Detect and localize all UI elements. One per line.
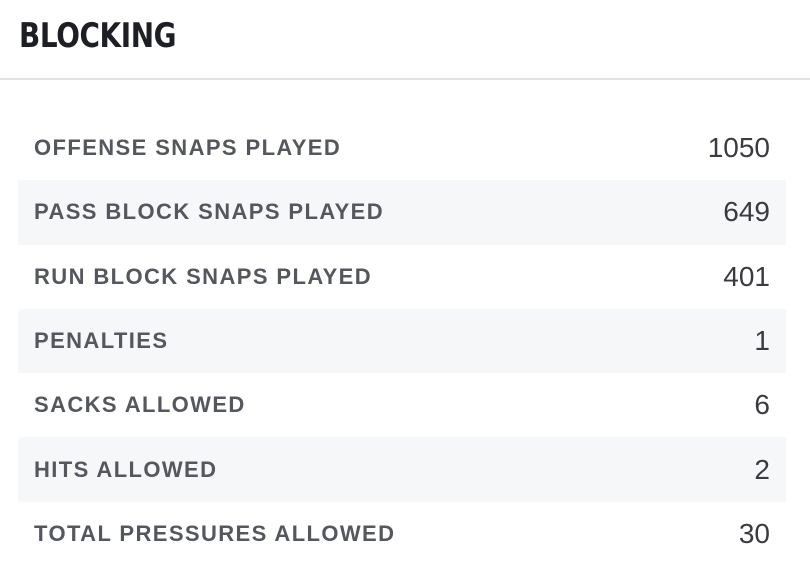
stat-value: 6 — [754, 389, 770, 421]
panel-header: BLOCKING — [0, 0, 810, 80]
stat-value: 649 — [723, 196, 770, 228]
stat-row-hits-allowed: HITS ALLOWED 2 — [18, 437, 786, 502]
stat-label: SACKS ALLOWED — [34, 392, 246, 418]
stat-row-total-pressures-allowed: TOTAL PRESSURES ALLOWED 30 — [18, 502, 786, 566]
stat-value: 1 — [754, 325, 770, 357]
stat-row-offense-snaps-played: OFFENSE SNAPS PLAYED 1050 — [18, 116, 786, 180]
stat-value: 401 — [723, 260, 770, 292]
stat-value: 1050 — [707, 132, 770, 164]
stat-label: PENALTIES — [34, 328, 169, 354]
stat-label: HITS ALLOWED — [34, 456, 218, 482]
stat-label: OFFENSE SNAPS PLAYED — [34, 135, 342, 161]
stat-row-pass-block-snaps-played: PASS BLOCK SNAPS PLAYED 649 — [18, 180, 786, 245]
stat-label: PASS BLOCK SNAPS PLAYED — [34, 199, 385, 225]
stat-row-sacks-allowed: SACKS ALLOWED 6 — [18, 373, 786, 437]
stats-table: OFFENSE SNAPS PLAYED 1050 PASS BLOCK SNA… — [18, 116, 786, 566]
stat-row-run-block-snaps-played: RUN BLOCK SNAPS PLAYED 401 — [18, 245, 786, 309]
stat-label: RUN BLOCK SNAPS PLAYED — [34, 263, 373, 289]
page-title: BLOCKING — [19, 16, 177, 56]
stat-row-penalties: PENALTIES 1 — [18, 308, 786, 374]
stat-value: 30 — [738, 517, 770, 549]
stat-value: 2 — [754, 453, 770, 485]
stat-label: TOTAL PRESSURES ALLOWED — [34, 520, 396, 546]
